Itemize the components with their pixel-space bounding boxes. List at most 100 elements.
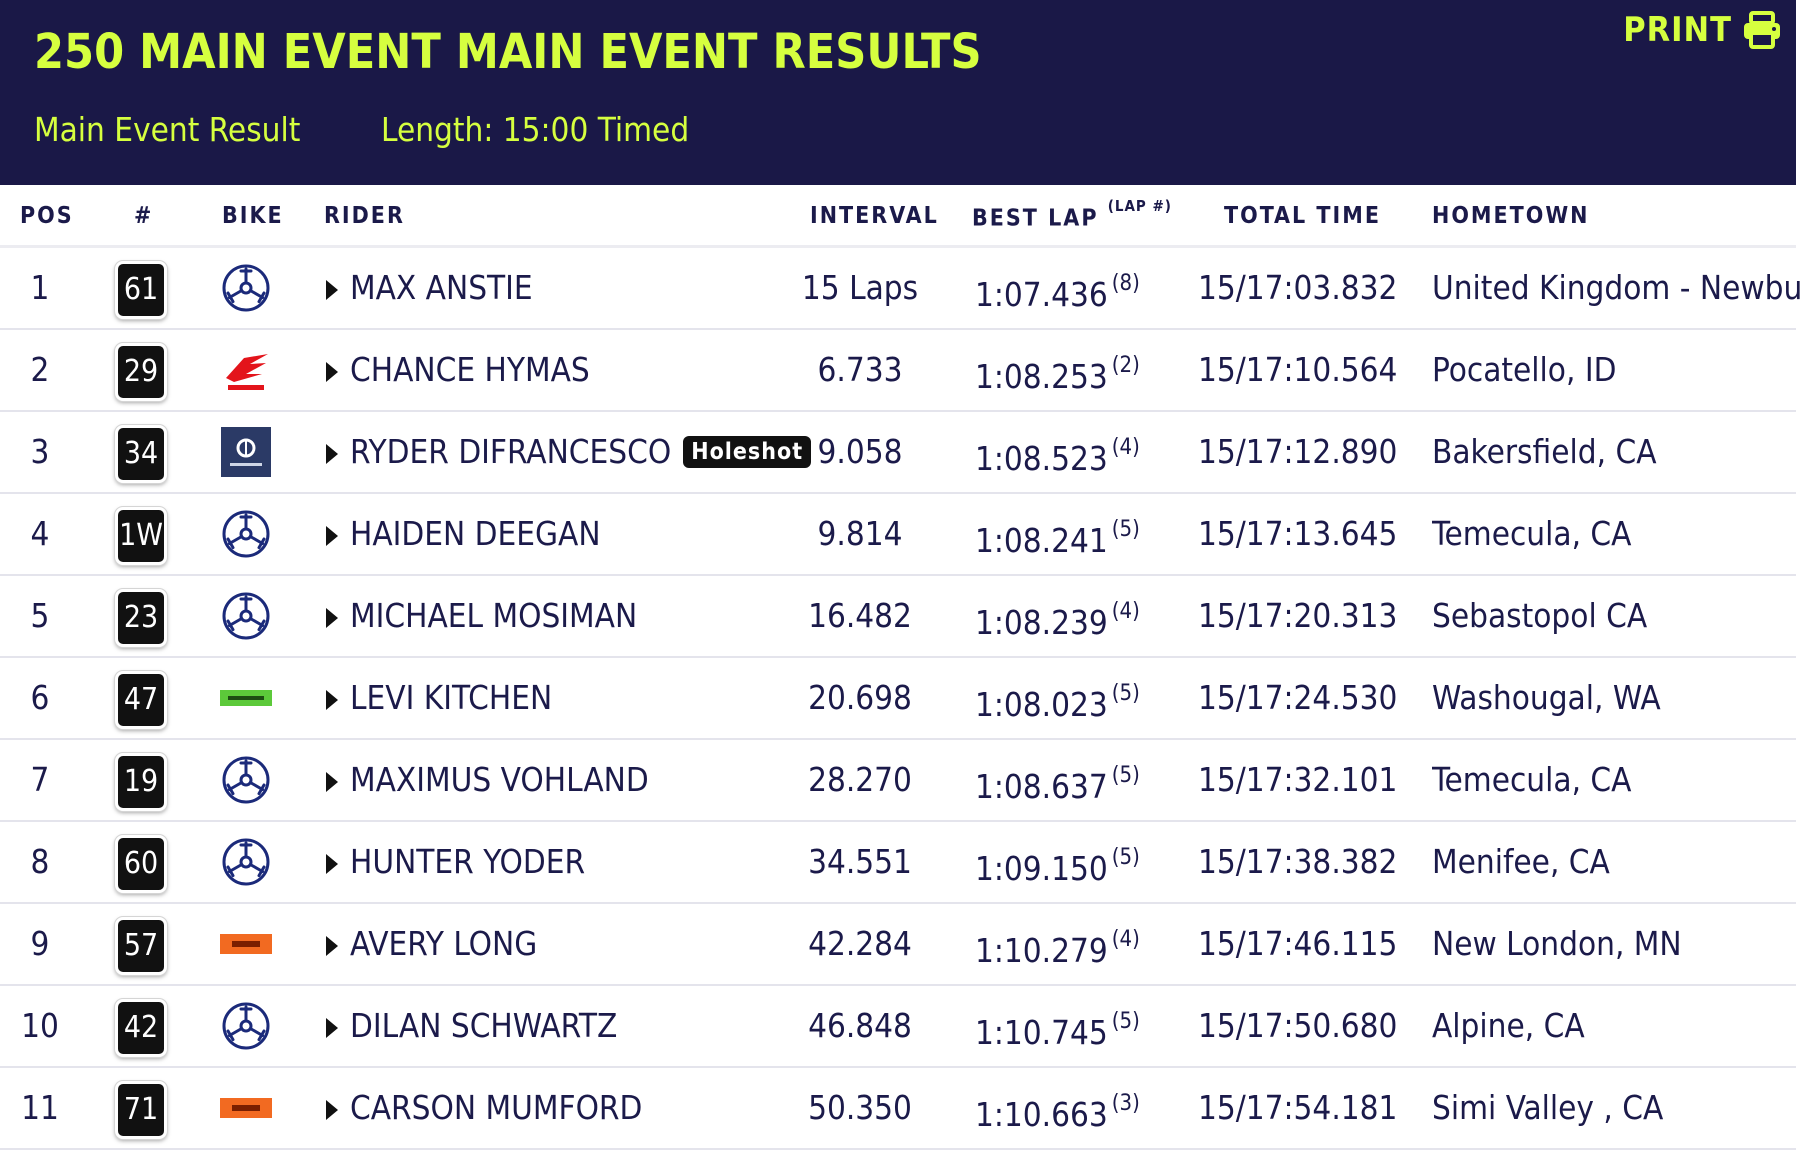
honda-logo-icon: [226, 354, 268, 390]
best-lap-number: (4): [1111, 927, 1140, 952]
best-lap: 1:10.663 (3): [975, 1068, 1165, 1148]
expand-triangle-icon[interactable]: [326, 854, 338, 874]
interval: 15 Laps: [801, 268, 919, 307]
bike-logo: [220, 1082, 276, 1134]
rider-link[interactable]: MICHAEL MOSIMAN: [326, 576, 766, 656]
table-row-5: 5 23 MICHAEL MOSIMAN 16.482 1:08.239 (4) …: [0, 576, 1796, 658]
total-time: 15/17:12.890: [1198, 432, 1398, 471]
table-row-2: 2 29 CHANCE HYMAS 6.733 1:08.253 (2) 15/1…: [0, 330, 1796, 412]
best-lap-time: 1:08.523: [975, 439, 1108, 478]
best-lap-number: (5): [1111, 763, 1140, 788]
rider-link[interactable]: CHANCE HYMAS: [326, 330, 766, 410]
table-row-11: 11 71 CARSON MUMFORD 50.350 1:10.663 (3) …: [0, 1068, 1796, 1150]
best-lap: 1:09.150 (5): [975, 822, 1165, 902]
number-plate: 34: [115, 425, 167, 483]
expand-triangle-icon[interactable]: [326, 936, 338, 956]
results-header: 250 MAIN EVENT MAIN EVENT RESULTS Main E…: [0, 0, 1796, 185]
best-lap-time: 1:09.150: [975, 849, 1108, 888]
kawasaki-logo-icon: [220, 690, 272, 706]
bike-logo: [220, 754, 276, 806]
rider-name: HUNTER YODER: [350, 842, 586, 881]
rider-link[interactable]: DILAN SCHWARTZ: [326, 986, 766, 1066]
total-time: 15/17:20.313: [1198, 596, 1398, 635]
rider-link[interactable]: MAX ANSTIE: [326, 248, 766, 328]
rider-link[interactable]: MAXIMUS VOHLAND: [326, 740, 766, 820]
number-plate: 47: [115, 671, 167, 729]
yamaha-logo-icon: [222, 838, 270, 886]
table-row-7: 7 19 MAXIMUS VOHLAND 28.270 1:08.637 (5) …: [0, 740, 1796, 822]
number-plate: 23: [115, 589, 167, 647]
number-plate: 71: [115, 1081, 167, 1139]
ktm-logo-icon: [220, 1098, 272, 1118]
expand-triangle-icon[interactable]: [326, 690, 338, 710]
best-lap-number: (2): [1111, 353, 1140, 378]
expand-triangle-icon[interactable]: [326, 772, 338, 792]
position: 10: [21, 1006, 59, 1045]
col-total-time: TOTAL TIME: [1224, 203, 1381, 229]
yamaha-logo-icon: [222, 264, 270, 312]
total-time: 15/17:54.181: [1198, 1088, 1398, 1127]
total-time: 15/17:38.382: [1198, 842, 1398, 881]
col-best-lap: BEST LAP (LAP #): [972, 197, 1172, 232]
expand-triangle-icon[interactable]: [326, 1018, 338, 1038]
bike-logo: [220, 426, 276, 478]
page-title: 250 MAIN EVENT MAIN EVENT RESULTS: [34, 24, 982, 80]
rider-link[interactable]: RYDER DIFRANCESCO Holeshot: [326, 412, 812, 492]
best-lap: 1:10.745 (5): [975, 986, 1165, 1066]
yamaha-logo-icon: [222, 1002, 270, 1050]
rider-name: CHANCE HYMAS: [350, 350, 590, 389]
best-lap-number: (8): [1111, 271, 1140, 296]
col-hometown: HOMETOWN: [1432, 203, 1590, 229]
best-lap-time: 1:08.239: [975, 603, 1108, 642]
best-lap: 1:08.253 (2): [975, 330, 1165, 410]
print-button[interactable]: PRINT: [1623, 10, 1782, 50]
table-row-9: 9 57 AVERY LONG 42.284 1:10.279 (4) 15/17…: [0, 904, 1796, 986]
best-lap: 1:10.279 (4): [975, 904, 1165, 984]
expand-triangle-icon[interactable]: [326, 444, 338, 464]
rider-link[interactable]: LEVI KITCHEN: [326, 658, 766, 738]
table-row-6: 6 47 LEVI KITCHEN 20.698 1:08.023 (5) 15/…: [0, 658, 1796, 740]
position: 1: [30, 268, 50, 307]
rider-number: 34: [115, 425, 167, 483]
rider-name: MAXIMUS VOHLAND: [350, 760, 649, 799]
best-lap: 1:08.637 (5): [975, 740, 1165, 820]
total-time: 15/17:10.564: [1198, 350, 1398, 389]
best-lap-time: 1:10.745: [975, 1013, 1108, 1052]
table-row-8: 8 60 HUNTER YODER 34.551 1:09.150 (5) 15/…: [0, 822, 1796, 904]
expand-triangle-icon[interactable]: [326, 1100, 338, 1120]
best-lap-time: 1:10.279: [975, 931, 1108, 970]
hometown: Sebastopol CA: [1432, 596, 1648, 635]
holeshot-badge: Holeshot: [683, 436, 812, 468]
expand-triangle-icon[interactable]: [326, 526, 338, 546]
yamaha-logo-icon: [222, 510, 270, 558]
rider-link[interactable]: HUNTER YODER: [326, 822, 766, 902]
best-lap-number: (5): [1111, 517, 1140, 542]
bike-logo: [220, 672, 276, 724]
col-best-lap-label: BEST LAP: [972, 205, 1099, 232]
ktm-logo-icon: [220, 934, 272, 954]
total-time: 15/17:24.530: [1198, 678, 1398, 717]
hometown: Temecula, CA: [1432, 514, 1632, 553]
rider-link[interactable]: AVERY LONG: [326, 904, 766, 984]
hometown: Menifee, CA: [1432, 842, 1610, 881]
number-plate: 19: [115, 753, 167, 811]
expand-triangle-icon[interactable]: [326, 608, 338, 628]
printer-icon: [1744, 11, 1780, 49]
expand-triangle-icon[interactable]: [326, 280, 338, 300]
expand-triangle-icon[interactable]: [326, 362, 338, 382]
rider-link[interactable]: CARSON MUMFORD: [326, 1068, 766, 1148]
rider-link[interactable]: HAIDEN DEEGAN: [326, 494, 766, 574]
best-lap-number: (5): [1111, 845, 1140, 870]
col-best-lap-sup: (LAP #): [1107, 197, 1172, 215]
bike-logo: [220, 344, 276, 396]
rider-name: CARSON MUMFORD: [350, 1088, 643, 1127]
rider-number: 47: [115, 671, 167, 729]
rider-name: DILAN SCHWARTZ: [350, 1006, 618, 1045]
rider-name: LEVI KITCHEN: [350, 678, 553, 717]
best-lap-number: (4): [1111, 599, 1140, 624]
rider-name: MICHAEL MOSIMAN: [350, 596, 638, 635]
position: 6: [30, 678, 50, 717]
interval: 9.814: [817, 514, 903, 553]
table-row-1: 1 61 MAX ANSTIE 15 Laps 1:07.436 (8) 15/1…: [0, 248, 1800, 330]
col-number: #: [134, 203, 154, 229]
